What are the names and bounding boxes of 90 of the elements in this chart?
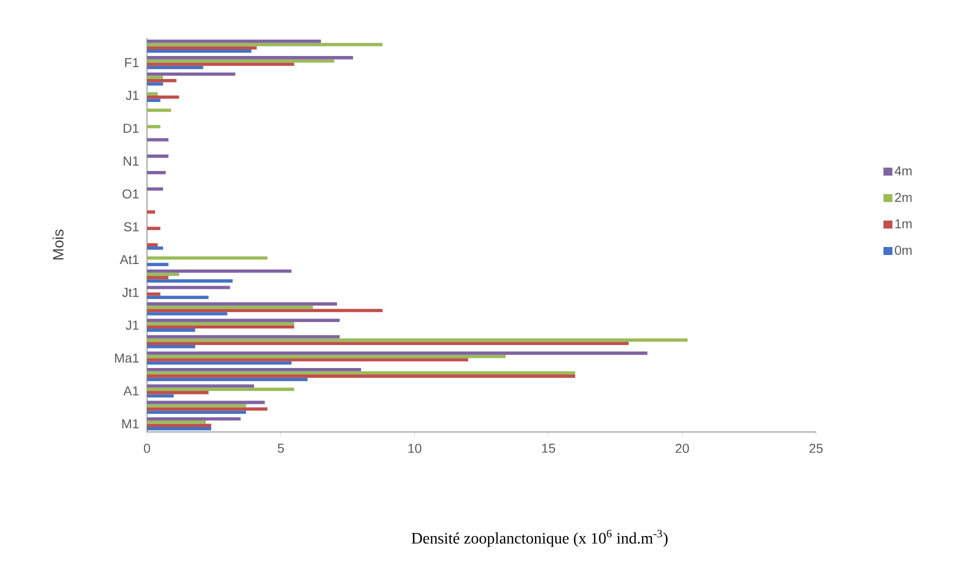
bar (147, 286, 230, 290)
bar (147, 154, 168, 158)
bar (147, 410, 246, 414)
bar (147, 187, 164, 191)
bar (147, 108, 172, 112)
bar (147, 59, 334, 63)
bar (147, 62, 294, 66)
bar (147, 72, 236, 76)
bar (147, 170, 166, 174)
bar (147, 417, 241, 420)
y-tick-label: N1 (124, 156, 139, 166)
bar (147, 400, 265, 404)
y-tick-label: O1 (122, 189, 139, 199)
bar (147, 368, 362, 372)
y-tick-label: M1 (122, 419, 139, 428)
y-tick-label: J1 (126, 320, 139, 330)
x-tick-label: 20 (676, 444, 689, 453)
bar (147, 407, 268, 411)
bar (147, 354, 506, 358)
bar (147, 308, 382, 312)
y-tick-label: J1 (126, 90, 139, 100)
bar (147, 76, 164, 80)
x-tick-label: 0 (144, 444, 150, 453)
x-tick-label: 10 (408, 444, 422, 453)
bar (147, 226, 160, 230)
y-tick-label: F1 (125, 58, 139, 68)
bar (147, 312, 228, 316)
y-axis-title: Mois (52, 230, 64, 260)
bar (147, 243, 158, 246)
bar (147, 318, 340, 322)
bar (147, 46, 257, 50)
legend-label: 4m (894, 166, 912, 176)
bar (147, 342, 629, 345)
bar (147, 371, 576, 375)
bar (147, 269, 292, 273)
y-tick-label: Jt1 (122, 288, 139, 297)
bar (147, 124, 160, 128)
bar (147, 98, 160, 102)
legend-label: 0m (894, 246, 912, 255)
bar (147, 262, 168, 266)
bar (147, 335, 340, 338)
bar (147, 338, 688, 342)
bar (147, 325, 294, 329)
bar (147, 279, 233, 283)
x-tick-label: 25 (809, 444, 823, 453)
bar (147, 328, 196, 332)
bar (147, 292, 160, 296)
bar (147, 49, 252, 53)
bar (147, 82, 164, 86)
bar (147, 306, 313, 309)
bar (147, 79, 176, 82)
bar (147, 427, 212, 430)
bar (147, 424, 212, 428)
bar (147, 420, 206, 424)
bar (147, 66, 204, 70)
y-tick-label: D1 (124, 124, 139, 133)
bar (147, 322, 294, 326)
bar (147, 302, 338, 306)
bar (147, 138, 168, 142)
y-tick-label: Ma1 (115, 354, 139, 363)
bar (147, 272, 180, 276)
bar (147, 256, 268, 260)
x-axis-title: Densité zooplanctonique (x 10$^{6}$ ind.m$^{-3}$) (412, 530, 668, 547)
legend-label: 1m (895, 219, 912, 228)
bar (147, 388, 294, 391)
bar (147, 358, 468, 362)
bar (147, 56, 354, 60)
bar (147, 404, 246, 408)
bar (147, 246, 164, 250)
bar (147, 374, 576, 378)
bar (147, 352, 648, 355)
bar (147, 92, 158, 96)
bar (147, 384, 254, 388)
bar (147, 394, 174, 398)
y-tick-label: At1 (120, 255, 139, 264)
bar (147, 40, 321, 43)
bar (147, 378, 308, 382)
bar (147, 361, 292, 365)
legend-label: 2m (895, 192, 912, 202)
y-tick-label: S1 (124, 222, 139, 232)
x-tick-label: 5 (278, 444, 284, 453)
bar (147, 276, 168, 280)
bar (147, 344, 196, 348)
bar (147, 210, 156, 214)
y-tick-label: A1 (123, 386, 139, 396)
bar (147, 296, 209, 300)
bar (147, 42, 382, 46)
bar (147, 390, 209, 394)
x-tick-label: 15 (542, 444, 556, 453)
bar (147, 95, 180, 99)
